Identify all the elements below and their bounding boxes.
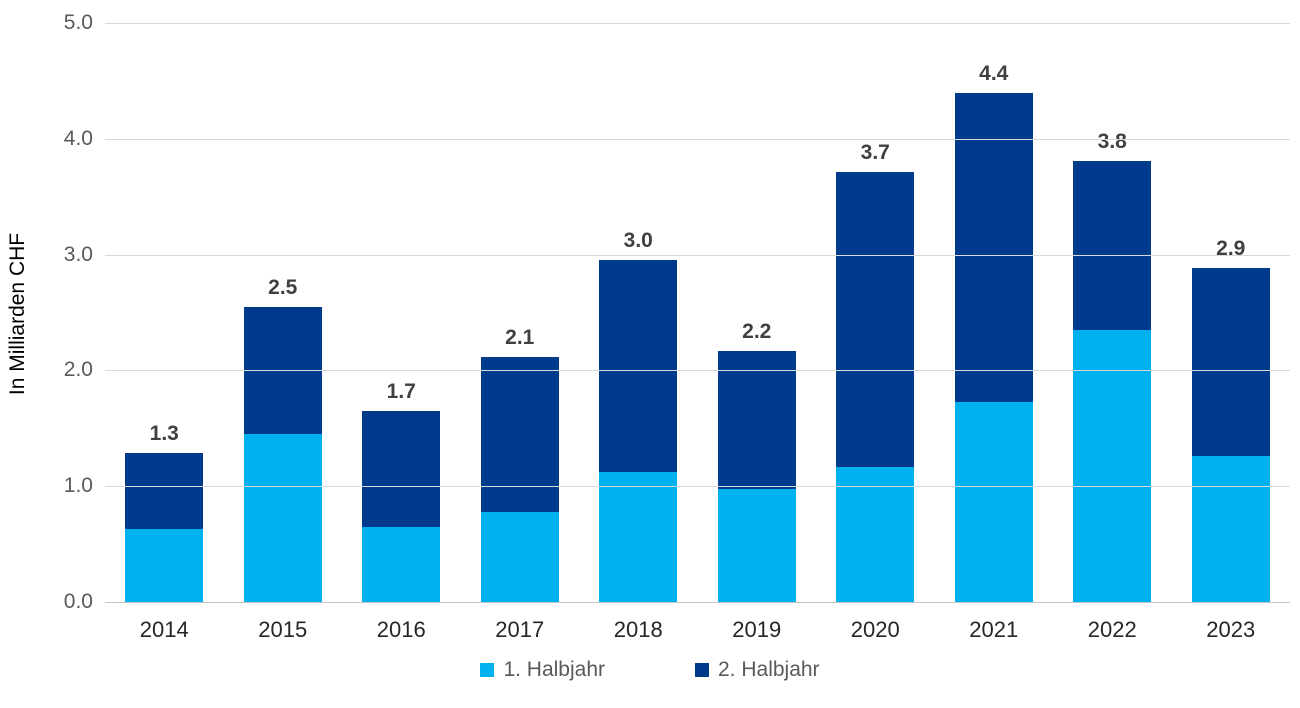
- bar-column-2017: 2.1 2017: [461, 23, 580, 642]
- bar-column-2018: 3.0 2018: [579, 23, 698, 642]
- y-tick-label-2.0: 2.0: [63, 358, 93, 381]
- bar-segment-2016-serie-2: [362, 411, 441, 527]
- gridline-0.0: [105, 602, 1290, 603]
- bar-segment-2014-serie-2: [125, 453, 204, 529]
- bar-column-2015: 2.5 2015: [224, 23, 343, 642]
- stacked-bar-2014: [125, 453, 204, 602]
- bar-column-2021: 4.4 2021: [935, 23, 1054, 642]
- x-tick-label-2018: 2018: [613, 617, 663, 642]
- x-tick-label-2019: 2019: [732, 617, 782, 642]
- stacked-bar-2021: [954, 93, 1033, 602]
- legend-swatch-2-halbjahr-icon: [695, 663, 709, 677]
- bar-column-2023: 2.9 2023: [1172, 23, 1291, 642]
- gridline-3.0: [105, 255, 1290, 256]
- bars-row: 1.3 2014 2.5 2015 1.7 2016 2.1 2017 3.0 2018 2.2 20…: [105, 23, 1291, 642]
- stacked-bar-2020: [836, 172, 915, 602]
- stacked-bar-2019: [717, 351, 796, 602]
- y-tick-label-1.0: 1.0: [63, 474, 93, 497]
- stacked-bar-2016: [362, 411, 441, 602]
- bar-segment-2020-serie-1: [836, 467, 915, 602]
- total-value-label-2015: 2.5: [268, 276, 298, 299]
- bar-column-2022: 3.8 2022: [1053, 23, 1172, 642]
- x-tick-label-2015: 2015: [258, 617, 308, 642]
- bar-segment-2014-serie-1: [125, 529, 204, 602]
- bar-segment-2018-serie-1: [599, 472, 678, 602]
- total-value-label-2020: 3.7: [860, 141, 890, 164]
- stacked-bar-2017: [480, 357, 559, 602]
- bar-segment-2022-serie-1: [1073, 330, 1152, 602]
- stacked-bar-2022: [1073, 161, 1152, 602]
- x-tick-label-2021: 2021: [969, 617, 1019, 642]
- bar-segment-2019-serie-1: [717, 489, 796, 602]
- bar-segment-2023-serie-2: [1191, 268, 1270, 456]
- total-value-label-2014: 1.3: [149, 422, 179, 445]
- legend-label-1-halbjahr: 1. Halbjahr: [503, 658, 605, 681]
- legend: 1. Halbjahr 2. Halbjahr: [0, 658, 1300, 682]
- gridline-2.0: [105, 370, 1290, 371]
- total-value-label-2016: 1.7: [386, 380, 416, 403]
- bar-segment-2017-serie-2: [480, 357, 559, 512]
- total-value-label-2023: 2.9: [1216, 237, 1246, 260]
- bar-column-2019: 2.2 2019: [698, 23, 817, 642]
- total-value-label-2022: 3.8: [1097, 130, 1127, 153]
- stacked-bar-2018: [599, 260, 678, 602]
- bar-segment-2017-serie-1: [480, 512, 559, 602]
- y-tick-label-0.0: 0.0: [63, 590, 93, 613]
- gridline-5.0: [105, 23, 1290, 24]
- y-tick-label-3.0: 3.0: [63, 243, 93, 266]
- total-value-label-2019: 2.2: [742, 320, 772, 343]
- bar-segment-2023-serie-1: [1191, 456, 1270, 602]
- bar-segment-2020-serie-2: [836, 172, 915, 467]
- x-tick-label-2014: 2014: [139, 617, 189, 642]
- bar-column-2020: 3.7 2020: [816, 23, 935, 642]
- bar-segment-2018-serie-2: [599, 260, 678, 472]
- bar-segment-2021-serie-2: [954, 93, 1033, 402]
- total-value-label-2021: 4.4: [979, 62, 1009, 85]
- total-value-label-2017: 2.1: [505, 326, 535, 349]
- stacked-bar-2015: [243, 307, 322, 602]
- x-tick-label-2020: 2020: [850, 617, 900, 642]
- x-tick-label-2023: 2023: [1206, 617, 1256, 642]
- y-tick-label-4.0: 4.0: [63, 127, 93, 150]
- bar-segment-2022-serie-2: [1073, 161, 1152, 330]
- x-tick-label-2017: 2017: [495, 617, 545, 642]
- bar-segment-2021-serie-1: [954, 402, 1033, 602]
- x-tick-label-2022: 2022: [1087, 617, 1137, 642]
- bar-segment-2019-serie-2: [717, 351, 796, 489]
- gridline-4.0: [105, 139, 1290, 140]
- plot-area: 1.3 2014 2.5 2015 1.7 2016 2.1 2017 3.0 2018 2.2 20…: [64, 11, 1291, 642]
- x-tick-label-2016: 2016: [376, 617, 426, 642]
- legend-label-2-halbjahr: 2. Halbjahr: [718, 658, 820, 681]
- bar-segment-2015-serie-1: [243, 434, 322, 602]
- bar-column-2016: 1.7 2016: [342, 23, 461, 642]
- stacked-bar-2023: [1191, 268, 1270, 602]
- bar-column-2014: 1.3 2014: [105, 23, 224, 642]
- bar-segment-2016-serie-1: [362, 527, 441, 602]
- y-tick-label-5.0: 5.0: [63, 11, 93, 34]
- legend-item-2-halbjahr: 2. Halbjahr: [695, 658, 820, 682]
- total-value-label-2018: 3.0: [623, 229, 653, 252]
- gridline-1.0: [105, 486, 1290, 487]
- legend-item-1-halbjahr: 1. Halbjahr: [480, 658, 605, 682]
- y-axis-title: In Milliarden CHF: [6, 232, 29, 396]
- legend-swatch-1-halbjahr-icon: [480, 663, 495, 677]
